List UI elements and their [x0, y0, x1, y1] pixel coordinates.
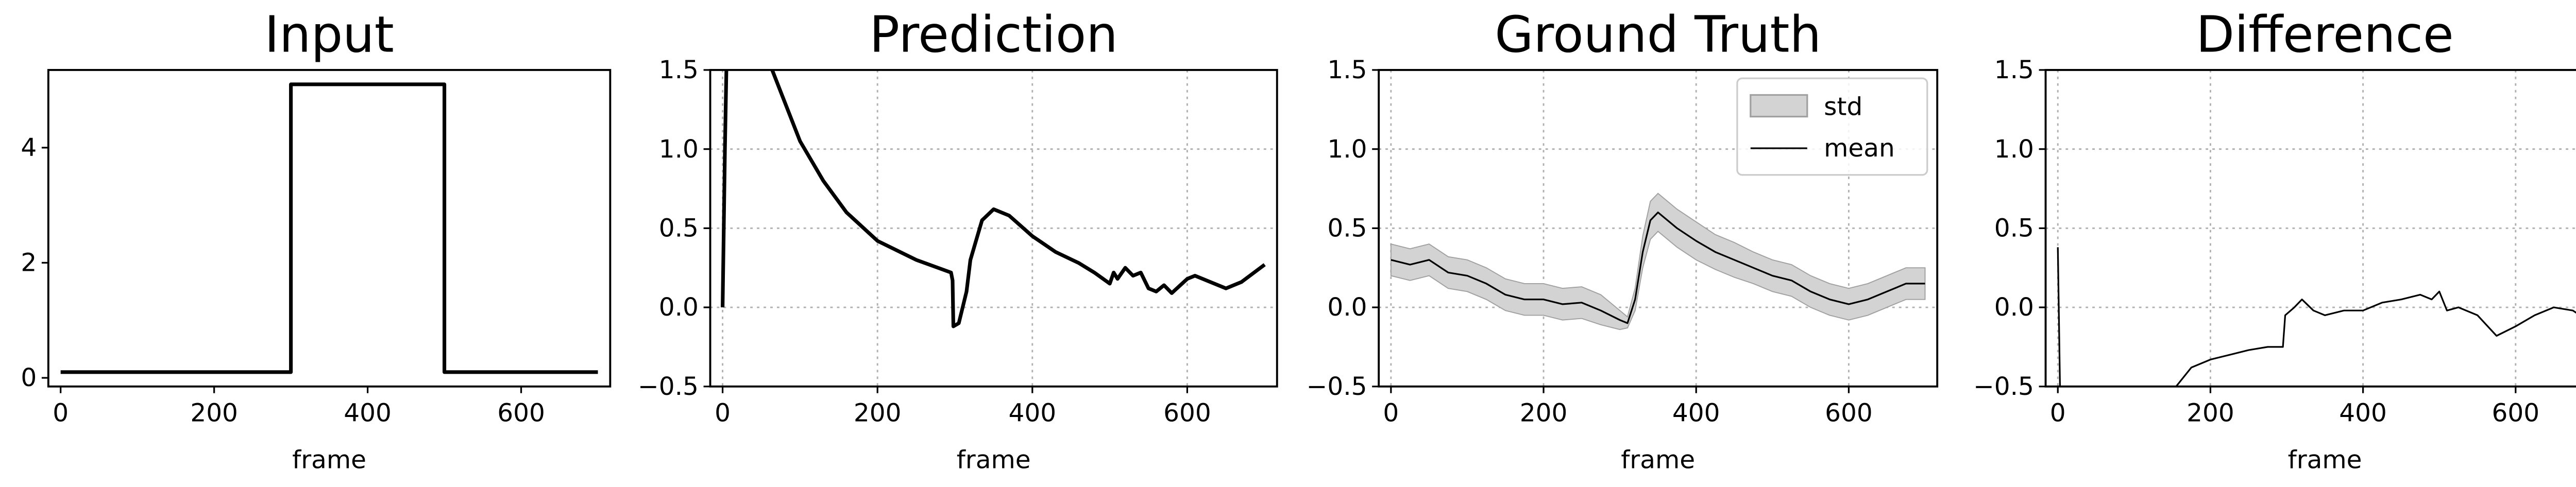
x-tick-label: 600	[1163, 399, 1211, 428]
x-tick-label: 600	[1825, 399, 1873, 428]
x-tick-label: 0	[2050, 399, 2066, 428]
std-band	[1390, 193, 1926, 331]
data-line	[60, 82, 598, 374]
data-line	[1391, 211, 1925, 324]
axes-frame	[709, 68, 1278, 388]
x-tick-label: 0	[1383, 399, 1399, 428]
chart-title: Input	[264, 5, 394, 63]
x-tick-label: 400	[2339, 399, 2387, 428]
x-tick-label: 0	[715, 399, 731, 428]
y-tick-label: 1.0	[1994, 135, 2034, 164]
subplot: Difference frame 0 200 400 600 −0.5 0.0 0.5 1.0 1.…	[1973, 5, 2576, 474]
subplot: Prediction frame 0 200 400 600 −0.5 0.0 0.5 1.0 1.…	[638, 5, 1278, 474]
x-tick-label: 0	[53, 399, 69, 428]
y-tick-label: 0.0	[659, 293, 699, 322]
data-line	[2057, 247, 2576, 387]
axes-frame	[1378, 68, 1939, 388]
x-tick-label: 400	[1008, 399, 1056, 428]
y-tick-label: 1.0	[659, 135, 699, 164]
x-tick-label: 400	[344, 399, 392, 428]
plot-area	[60, 82, 598, 374]
x-axis-label: frame	[2288, 445, 2362, 474]
x-axis-label: frame	[292, 445, 366, 474]
plot-area	[2057, 247, 2576, 387]
plot-area	[1390, 193, 1926, 331]
subplot: Ground Truth frame 0 200 400 600 −0.5 0.0 0.5 1.0…	[1307, 5, 1939, 474]
x-axis-label: frame	[1621, 445, 1695, 474]
y-tick-label: 1.5	[1994, 56, 2034, 84]
y-tick-label: 2	[21, 249, 37, 277]
y-tick-label: 4	[21, 133, 37, 162]
chart-title: Difference	[2196, 5, 2453, 63]
subplot: Input frame 0 200 400 600 0 2 4	[21, 5, 612, 474]
y-tick-label: 0	[21, 363, 37, 392]
y-tick-label: 1.5	[1327, 56, 1367, 84]
y-tick-label: −0.5	[1307, 372, 1367, 401]
axes-frame	[47, 68, 612, 388]
x-axis-label: frame	[957, 445, 1031, 474]
y-tick-label: 0.5	[659, 214, 699, 243]
y-tick-label: 0.0	[1327, 293, 1367, 322]
x-tick-label: 600	[2492, 399, 2539, 428]
chart-title: Ground Truth	[1495, 5, 1821, 63]
x-tick-label: 200	[854, 399, 902, 428]
x-tick-label: 400	[1672, 399, 1720, 428]
y-tick-label: −0.5	[1973, 372, 2034, 401]
x-tick-label: 200	[2187, 399, 2234, 428]
chart-title: Prediction	[870, 5, 1118, 63]
data-line	[721, 69, 1266, 328]
legend-label: std	[1824, 92, 1862, 121]
y-tick-label: 1.5	[659, 56, 699, 84]
y-tick-label: 1.0	[1327, 135, 1367, 164]
plot-area	[721, 69, 1266, 328]
y-tick-label: 0.5	[1994, 214, 2034, 243]
x-tick-label: 200	[190, 399, 238, 428]
axes-frame	[2044, 68, 2576, 388]
y-tick-label: −0.5	[638, 372, 699, 401]
x-tick-label: 600	[497, 399, 545, 428]
legend-swatch	[1750, 94, 1808, 118]
legend-label: mean	[1824, 134, 1895, 163]
x-tick-label: 200	[1520, 399, 1568, 428]
y-tick-label: 0.5	[1327, 214, 1367, 243]
y-tick-label: 0.0	[1994, 293, 2034, 322]
